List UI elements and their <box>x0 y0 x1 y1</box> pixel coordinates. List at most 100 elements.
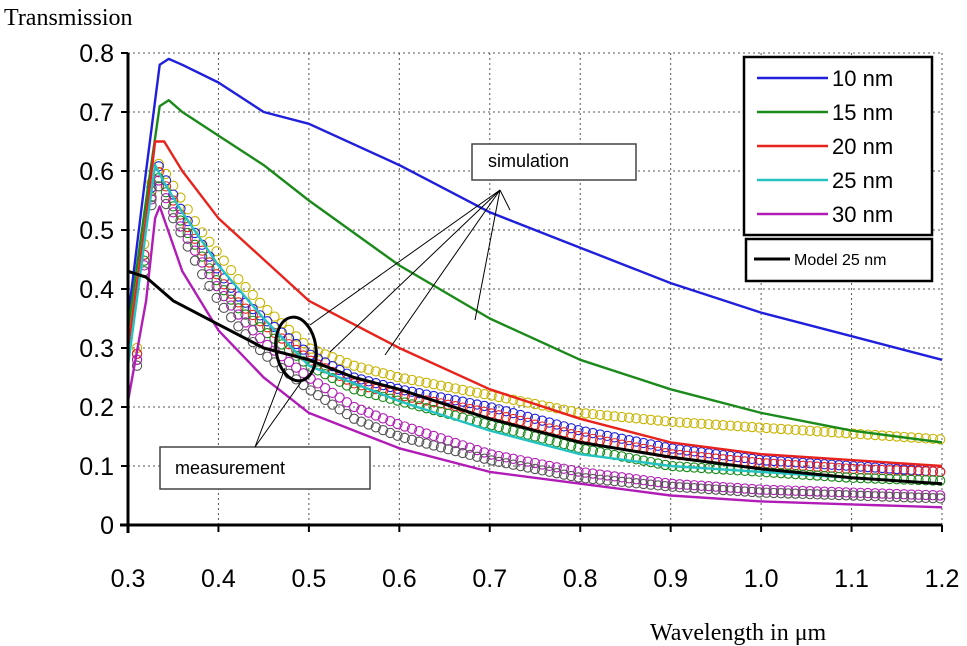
measurement-point <box>594 474 606 485</box>
measurement-point <box>262 304 273 316</box>
measurement-point <box>298 337 309 349</box>
measurement-point <box>732 420 743 432</box>
measurement-point <box>225 312 237 323</box>
measurement-point <box>631 436 642 447</box>
measurement-point <box>385 427 396 439</box>
measurement-point <box>537 459 548 470</box>
measurement-point <box>377 413 389 424</box>
measurement-point <box>377 368 389 379</box>
measurement-point <box>631 454 642 465</box>
measurement-point <box>566 470 577 482</box>
measurement-point <box>855 490 866 501</box>
measurement-point <box>479 388 490 400</box>
measurement-point <box>508 453 519 464</box>
measurement-point <box>247 336 258 348</box>
measurement-point <box>160 181 172 192</box>
measurement-point <box>471 451 483 462</box>
measurement-point <box>189 215 201 227</box>
measurement-point <box>356 362 367 373</box>
measurement-point <box>479 400 490 412</box>
measurement-point <box>623 477 635 488</box>
measurement-point <box>594 469 606 480</box>
measurement-point <box>370 366 381 377</box>
measurement-point <box>334 404 345 415</box>
series-line <box>127 269 943 486</box>
x-tick-label: 0.8 <box>563 565 598 593</box>
measurement-point <box>182 204 193 215</box>
measurement-point <box>594 409 606 420</box>
measurement-point <box>783 485 794 496</box>
measurement-point <box>877 491 888 502</box>
legend-entry: 30 nm <box>832 202 893 227</box>
measurement-point <box>790 485 801 496</box>
measurement-point <box>587 468 599 479</box>
measurement-point <box>638 413 649 425</box>
measurement-point <box>363 407 374 418</box>
measurement-point <box>609 432 620 443</box>
series-line <box>126 57 943 361</box>
measurement-point <box>175 221 186 232</box>
measurement-point <box>233 321 244 332</box>
measurement-point <box>775 485 787 496</box>
measurement-point <box>211 274 222 286</box>
measurement-point <box>725 420 736 431</box>
measurement-point <box>443 435 454 446</box>
measurement-point <box>320 382 331 394</box>
measurement-point <box>225 300 237 311</box>
measurement-point <box>898 492 910 503</box>
measurement-point <box>334 354 345 366</box>
measurement-point <box>652 440 664 451</box>
measurement-point <box>283 339 295 350</box>
measurement-point <box>204 263 215 274</box>
measurement-point <box>812 426 823 437</box>
measurement-point <box>638 478 649 490</box>
annotations: simulation measurement <box>159 143 637 490</box>
measurement-point <box>515 460 526 472</box>
measurement-point <box>631 474 642 485</box>
measurement-point <box>623 412 635 423</box>
measurement-point <box>464 386 476 397</box>
measurement-point <box>558 469 570 480</box>
measurement-point <box>399 432 410 444</box>
measurement-point <box>385 369 396 381</box>
measurement-point <box>414 436 425 447</box>
measurement-point <box>913 492 924 503</box>
measurement-point <box>211 280 222 292</box>
measurement-point <box>204 257 215 268</box>
measurement-point <box>457 396 468 407</box>
measurement-point <box>848 428 859 439</box>
measurement-point <box>602 410 613 421</box>
measurement-point <box>197 269 208 280</box>
measurement-point <box>927 493 939 504</box>
measurement-point <box>341 357 353 369</box>
measurement-point <box>689 483 700 494</box>
measurement-arrow <box>254 367 286 448</box>
measurement-point <box>906 492 917 503</box>
measurement-point <box>660 442 671 453</box>
measurement-point <box>233 274 244 285</box>
series-line <box>126 98 943 444</box>
x-tick-label: 1.2 <box>925 565 960 593</box>
measurement-point <box>848 490 859 501</box>
measurement-point <box>696 418 707 429</box>
measurement-point <box>291 344 302 356</box>
measurement-point <box>638 437 649 449</box>
measurement-point <box>594 429 606 440</box>
measurement-point <box>703 483 714 495</box>
measurement-point <box>906 474 917 485</box>
measurement-point <box>305 385 316 396</box>
measurement-point <box>869 488 881 499</box>
measurement-point <box>920 475 931 486</box>
measurement-point <box>508 394 519 405</box>
measurement-point <box>464 397 476 409</box>
measurement-point <box>804 425 816 436</box>
measurement-point <box>392 395 403 406</box>
measurement-point <box>262 351 273 362</box>
measurement-point <box>913 474 924 486</box>
measurement-point <box>746 421 758 433</box>
measurement-point <box>826 489 837 501</box>
measurement-point <box>804 488 816 500</box>
measurement-point <box>819 486 830 497</box>
measurement-point <box>623 452 635 464</box>
